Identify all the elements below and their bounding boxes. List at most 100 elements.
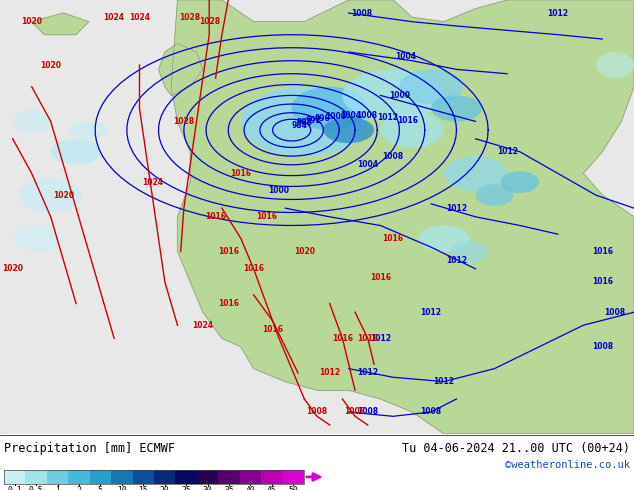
Text: 5: 5 bbox=[98, 486, 103, 490]
Text: 1020: 1020 bbox=[40, 61, 61, 70]
Text: 1000: 1000 bbox=[389, 91, 410, 100]
Text: 0.5: 0.5 bbox=[29, 486, 44, 490]
Bar bbox=[133, 470, 154, 484]
Bar bbox=[68, 470, 90, 484]
Text: 988: 988 bbox=[297, 118, 313, 127]
Text: 1016: 1016 bbox=[592, 247, 613, 256]
Text: 1012: 1012 bbox=[370, 334, 391, 343]
Text: 1028: 1028 bbox=[198, 17, 220, 26]
Text: 1012: 1012 bbox=[446, 256, 467, 265]
Text: ©weatheronline.co.uk: ©weatheronline.co.uk bbox=[505, 460, 630, 470]
Bar bbox=[90, 470, 111, 484]
Bar bbox=[283, 470, 304, 484]
Text: 1008: 1008 bbox=[351, 8, 372, 18]
Polygon shape bbox=[32, 13, 89, 35]
Text: 1000: 1000 bbox=[268, 186, 290, 196]
Text: 1016: 1016 bbox=[217, 299, 239, 308]
Text: 1020: 1020 bbox=[294, 247, 315, 256]
Text: 1012: 1012 bbox=[547, 8, 569, 18]
Text: 1008: 1008 bbox=[357, 408, 378, 416]
Text: 1008: 1008 bbox=[306, 408, 328, 416]
Text: 1016: 1016 bbox=[370, 273, 391, 282]
Text: 1012: 1012 bbox=[433, 377, 455, 386]
Text: 1012: 1012 bbox=[357, 368, 378, 377]
Bar bbox=[111, 470, 133, 484]
Text: 50: 50 bbox=[288, 486, 298, 490]
Polygon shape bbox=[380, 113, 444, 147]
Text: 1020: 1020 bbox=[53, 191, 74, 199]
Text: 1016: 1016 bbox=[205, 212, 226, 221]
Text: 1016: 1016 bbox=[243, 265, 264, 273]
Text: 1016: 1016 bbox=[398, 116, 418, 124]
Polygon shape bbox=[418, 225, 469, 251]
Polygon shape bbox=[323, 117, 374, 143]
Text: 1008: 1008 bbox=[604, 308, 626, 317]
Text: 2: 2 bbox=[77, 486, 81, 490]
Text: 35: 35 bbox=[224, 486, 234, 490]
Text: 40: 40 bbox=[245, 486, 256, 490]
Polygon shape bbox=[19, 178, 82, 213]
Text: 1012: 1012 bbox=[420, 308, 442, 317]
Text: 1016: 1016 bbox=[382, 234, 404, 243]
Polygon shape bbox=[431, 96, 482, 122]
Bar bbox=[261, 470, 283, 484]
Polygon shape bbox=[292, 87, 368, 130]
Text: 1016: 1016 bbox=[357, 334, 378, 343]
Text: 10: 10 bbox=[117, 486, 127, 490]
Bar bbox=[154, 470, 176, 484]
Bar bbox=[197, 470, 218, 484]
Text: 984: 984 bbox=[292, 121, 307, 130]
Text: 1024: 1024 bbox=[103, 13, 125, 22]
Polygon shape bbox=[399, 70, 463, 104]
Polygon shape bbox=[171, 0, 634, 434]
Polygon shape bbox=[70, 122, 108, 139]
Polygon shape bbox=[51, 139, 101, 165]
Bar bbox=[47, 470, 68, 484]
Bar bbox=[4, 470, 304, 484]
Text: 1000: 1000 bbox=[326, 112, 347, 121]
Text: 1016: 1016 bbox=[256, 212, 277, 221]
Polygon shape bbox=[476, 184, 514, 206]
Text: 1020: 1020 bbox=[2, 265, 23, 273]
Text: 1008: 1008 bbox=[344, 408, 366, 416]
Polygon shape bbox=[158, 44, 203, 96]
Polygon shape bbox=[13, 225, 63, 251]
Text: 1020: 1020 bbox=[21, 17, 42, 26]
Polygon shape bbox=[342, 70, 444, 122]
Polygon shape bbox=[241, 87, 368, 156]
Bar bbox=[4, 470, 25, 484]
Text: 1004: 1004 bbox=[357, 160, 378, 169]
Text: 45: 45 bbox=[267, 486, 276, 490]
Text: 992: 992 bbox=[306, 116, 321, 124]
Text: 1004: 1004 bbox=[340, 111, 361, 121]
Text: 1016: 1016 bbox=[592, 277, 613, 286]
Text: 996: 996 bbox=[315, 114, 331, 122]
Text: 1024: 1024 bbox=[141, 178, 163, 187]
Text: 25: 25 bbox=[181, 486, 191, 490]
Bar bbox=[25, 470, 47, 484]
Polygon shape bbox=[596, 52, 634, 78]
Text: 1008: 1008 bbox=[592, 343, 613, 351]
Text: 1004: 1004 bbox=[395, 52, 417, 61]
Text: 1024: 1024 bbox=[192, 321, 214, 330]
Text: 15: 15 bbox=[138, 486, 148, 490]
Text: 1016: 1016 bbox=[262, 325, 283, 334]
Text: 1016: 1016 bbox=[217, 247, 239, 256]
Polygon shape bbox=[450, 241, 488, 262]
Polygon shape bbox=[501, 172, 539, 193]
Text: 1: 1 bbox=[55, 486, 60, 490]
Text: 0.1: 0.1 bbox=[8, 486, 22, 490]
Text: Tu 04-06-2024 21..00 UTC (00+24): Tu 04-06-2024 21..00 UTC (00+24) bbox=[402, 441, 630, 455]
Text: 1008: 1008 bbox=[356, 111, 377, 121]
Text: 1028: 1028 bbox=[173, 117, 195, 126]
Text: 1016: 1016 bbox=[332, 334, 353, 343]
Text: 1028: 1028 bbox=[179, 13, 201, 22]
Text: 20: 20 bbox=[160, 486, 169, 490]
Text: 1008: 1008 bbox=[420, 408, 442, 416]
Text: 1024: 1024 bbox=[129, 13, 150, 22]
Text: 1012: 1012 bbox=[319, 368, 340, 377]
Polygon shape bbox=[444, 156, 507, 191]
Text: 1012: 1012 bbox=[377, 113, 398, 122]
Text: 1012: 1012 bbox=[496, 147, 518, 156]
Text: Precipitation [mm] ECMWF: Precipitation [mm] ECMWF bbox=[4, 441, 175, 455]
